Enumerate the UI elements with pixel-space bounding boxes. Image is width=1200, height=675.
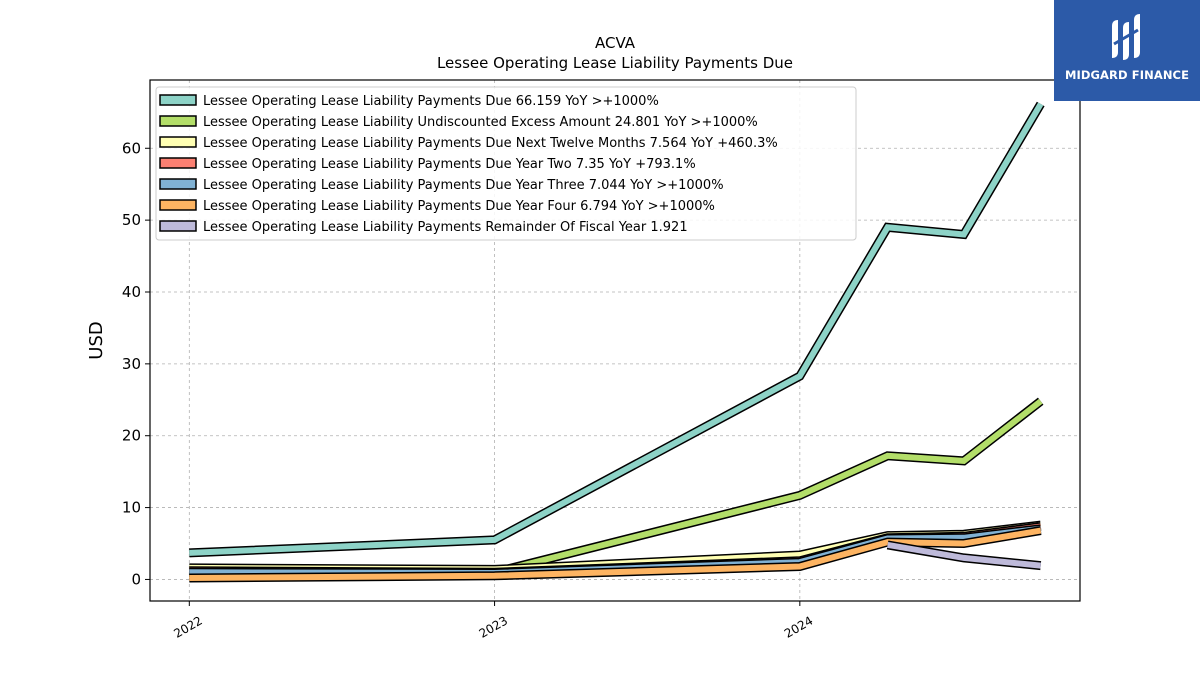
brand-logo: MIDGARD FINANCE — [1054, 0, 1200, 101]
x-tick-label: 2024 — [782, 613, 815, 640]
legend-label-0: Lessee Operating Lease Liability Payment… — [203, 94, 659, 109]
legend-label-5: Lessee Operating Lease Liability Payment… — [203, 199, 715, 214]
y-tick-label: 60 — [122, 139, 141, 157]
legend-swatch-4 — [159, 178, 197, 190]
y-tick-label: 10 — [122, 499, 141, 517]
chart-subtitle: Lessee Operating Lease Liability Payment… — [437, 54, 793, 72]
plot-frame — [149, 79, 1081, 602]
chart-title: ACVA — [595, 34, 636, 52]
x-tick-label: 2023 — [477, 613, 510, 640]
y-tick-label: 50 — [122, 211, 141, 229]
series-line-5 — [189, 527, 1042, 581]
legend-swatch-6 — [159, 220, 197, 232]
legend-swatch-1 — [159, 115, 197, 127]
series-line-6 — [887, 541, 1041, 569]
legend-label-6: Lessee Operating Lease Liability Payment… — [203, 220, 688, 235]
legend-swatch-2 — [159, 136, 197, 148]
legend-swatch-0 — [159, 94, 197, 106]
legend-swatch-3 — [159, 157, 197, 169]
legend-label-3: Lessee Operating Lease Liability Payment… — [203, 157, 696, 172]
brand-name: MIDGARD FINANCE — [1064, 68, 1190, 82]
y-tick-label: 30 — [122, 355, 141, 373]
legend-label-2: Lessee Operating Lease Liability Payment… — [203, 136, 778, 151]
series-line-0 — [189, 102, 1044, 556]
y-axis-label: USD — [86, 321, 107, 359]
brand-emblem-icon — [1112, 14, 1140, 60]
y-tick-label: 0 — [131, 570, 141, 588]
y-tick-label: 40 — [122, 283, 141, 301]
x-tick-label: 2022 — [171, 613, 204, 640]
legend-label-1: Lessee Operating Lease Liability Undisco… — [203, 115, 758, 130]
y-tick-label: 20 — [122, 427, 141, 445]
legend-swatch-5 — [159, 199, 197, 211]
legend-box — [155, 86, 857, 241]
legend-label-4: Lessee Operating Lease Liability Payment… — [203, 178, 724, 193]
